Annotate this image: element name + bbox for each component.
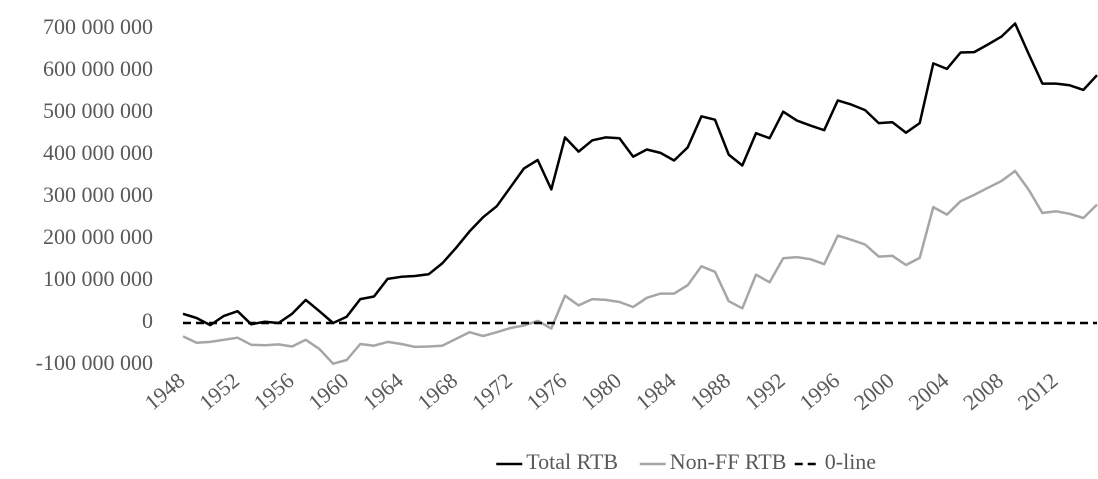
x-tick-label: 2000	[849, 368, 899, 415]
x-tick-label: 1964	[358, 368, 408, 415]
x-tick-label: 1952	[194, 368, 244, 415]
x-tick-label: 1956	[249, 368, 299, 415]
y-tick-label: 500 000 000	[43, 98, 153, 123]
y-tick-label: 400 000 000	[43, 140, 153, 165]
x-tick-label: 1980	[576, 368, 626, 415]
x-tick-label: 1976	[522, 368, 572, 415]
x-tick-label: 2004	[904, 368, 954, 415]
y-tick-label: 300 000 000	[43, 182, 153, 207]
legend-label: 0-line	[825, 449, 876, 474]
x-tick-label: 2012	[1013, 368, 1063, 415]
y-tick-label: -100 000 000	[36, 350, 153, 375]
y-tick-label: 200 000 000	[43, 224, 153, 249]
x-tick-label: 1988	[685, 368, 735, 415]
series-line	[182, 22, 1098, 327]
y-tick-label: 700 000 000	[43, 14, 153, 39]
x-tick-label: 1992	[740, 368, 790, 415]
x-tick-label: 2008	[958, 368, 1008, 415]
x-tick-label: 1972	[467, 368, 517, 415]
y-tick-label: 0	[142, 308, 153, 333]
legend-label: Non-FF RTB	[670, 449, 787, 474]
x-tick-label: 1996	[794, 368, 844, 415]
x-tick-label: 1960	[303, 368, 353, 415]
y-tick-label: 600 000 000	[43, 56, 153, 81]
y-tick-label: 100 000 000	[43, 266, 153, 291]
x-tick-label: 1968	[413, 368, 463, 415]
x-tick-label: 1984	[631, 368, 681, 415]
series-line	[182, 169, 1098, 365]
legend-label: Total RTB	[526, 449, 618, 474]
